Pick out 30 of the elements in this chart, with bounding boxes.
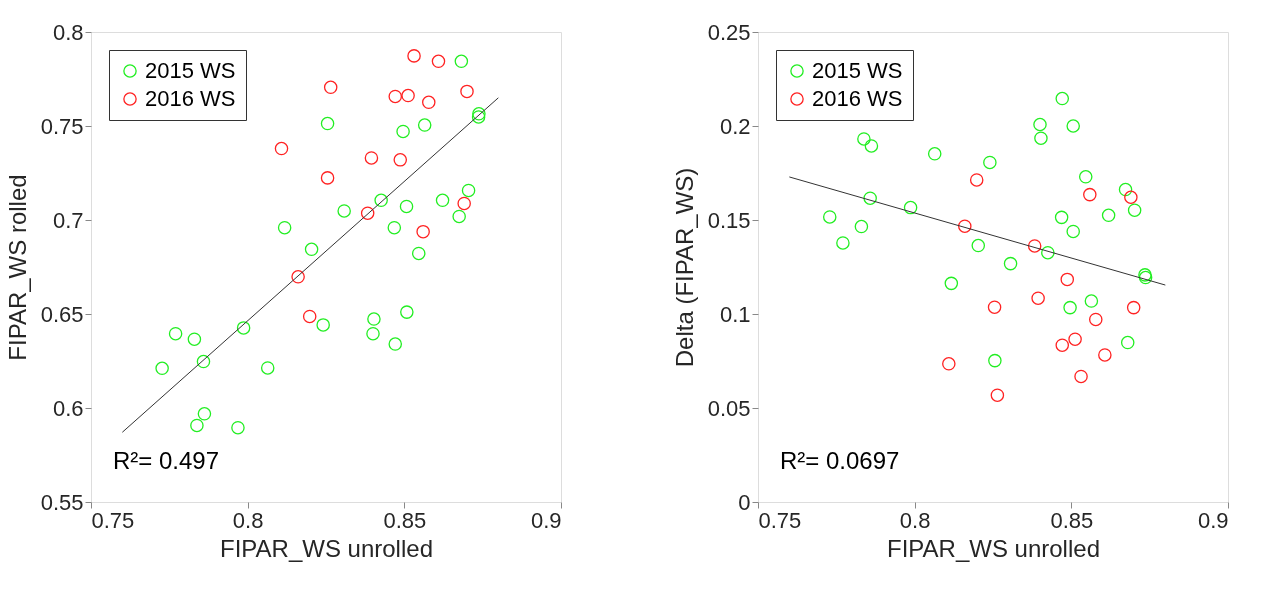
annotation: R²= 0.497 — [113, 447, 220, 474]
x-tick-label: 0.75 — [758, 507, 802, 533]
y-tick-label: 0.2 — [719, 113, 751, 139]
x-axis-title: FIPAR_WS unrolled — [887, 534, 1100, 562]
y-tick-label: 0.05 — [707, 395, 751, 421]
x-tick-label: 0.85 — [1050, 507, 1094, 533]
legend-label: 2016 WS — [812, 86, 903, 111]
y-tick-label: 0.7 — [52, 207, 84, 233]
annotation: R²= 0.0697 — [780, 447, 900, 474]
y-tick-label: 0.15 — [707, 207, 751, 233]
x-tick-label: 0.8 — [899, 507, 931, 533]
x-axis-title: FIPAR_WS unrolled — [220, 534, 433, 562]
y-tick-label: 0 — [738, 489, 751, 515]
y-tick-label: 0.55 — [40, 489, 84, 515]
x-tick-label: 0.85 — [383, 507, 427, 533]
x-tick-label: 0.8 — [232, 507, 264, 533]
y-tick-label: 0.65 — [40, 301, 84, 327]
y-axis-title: Delta (FIPAR_WS) — [670, 167, 698, 368]
y-tick-label: 0.1 — [719, 301, 751, 327]
x-tick-label: 0.9 — [530, 507, 562, 533]
y-tick-label: 0.6 — [52, 395, 84, 421]
x-tick-label: 0.9 — [1197, 507, 1229, 533]
y-tick-label: 0.8 — [52, 19, 84, 45]
y-axis-title: FIPAR_WS rolled — [3, 174, 31, 361]
y-tick-label: 0.25 — [707, 19, 751, 45]
legend-label: 2015 WS — [812, 58, 903, 83]
legend-label: 2016 WS — [145, 86, 236, 111]
x-tick-label: 0.75 — [91, 507, 135, 533]
y-tick-label: 0.75 — [40, 113, 84, 139]
legend-label: 2015 WS — [145, 58, 236, 83]
